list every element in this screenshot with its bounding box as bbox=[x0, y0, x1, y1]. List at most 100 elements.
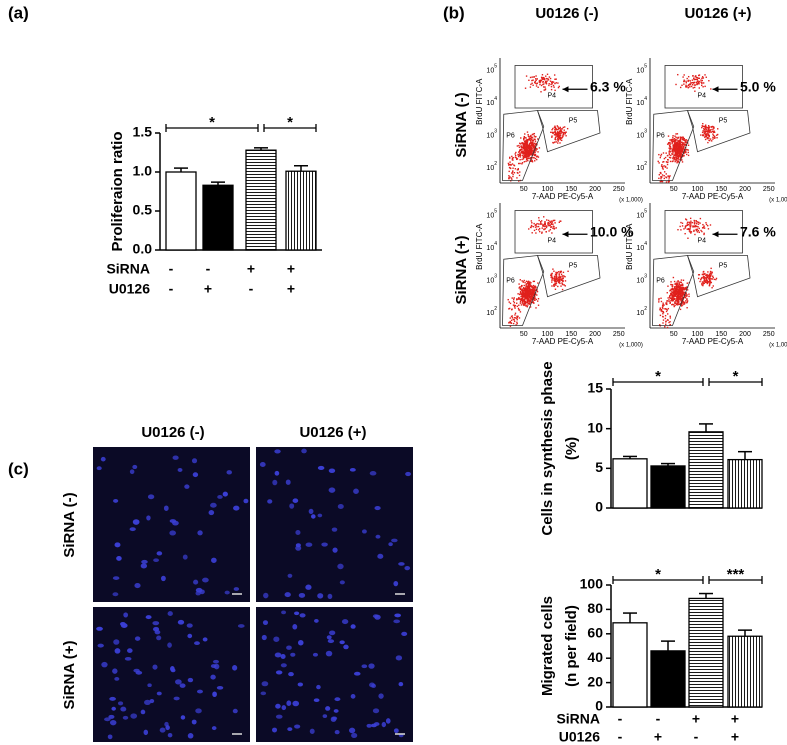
nucleus bbox=[147, 494, 155, 500]
event-dot bbox=[664, 165, 667, 168]
nucleus bbox=[274, 470, 280, 476]
event-dot bbox=[667, 307, 670, 310]
event-dot bbox=[557, 126, 559, 128]
event-dot bbox=[682, 279, 685, 281]
event-dot bbox=[708, 135, 711, 138]
event-dot bbox=[661, 167, 664, 169]
flow-x-tick-label: 250 bbox=[763, 186, 775, 193]
event-dot bbox=[676, 283, 679, 285]
nucleus bbox=[369, 471, 377, 476]
event-dot bbox=[690, 222, 692, 224]
event-dot bbox=[669, 143, 672, 145]
event-dot bbox=[512, 304, 515, 306]
condition-sign: + bbox=[654, 729, 662, 745]
tick-exponent: 2 bbox=[644, 306, 647, 312]
nucleus bbox=[167, 733, 173, 738]
nucleus bbox=[108, 714, 115, 719]
event-dot bbox=[510, 322, 513, 324]
event-dot bbox=[690, 85, 693, 88]
y-tick-label: 80 bbox=[587, 600, 603, 616]
event-dot bbox=[681, 292, 683, 294]
nucleus bbox=[391, 538, 398, 543]
nucleus bbox=[129, 469, 135, 475]
event-dot bbox=[523, 151, 525, 154]
nucleus bbox=[275, 714, 283, 719]
event-dot bbox=[534, 144, 537, 146]
event-dot bbox=[677, 151, 680, 154]
event-dot bbox=[535, 78, 537, 80]
nucleus bbox=[211, 726, 217, 731]
event-dot bbox=[523, 147, 525, 149]
event-dot bbox=[703, 282, 706, 284]
event-dot bbox=[532, 133, 534, 135]
event-dot bbox=[508, 166, 511, 169]
event-dot bbox=[680, 294, 682, 296]
event-dot bbox=[698, 83, 700, 85]
event-dot bbox=[679, 136, 681, 138]
event-dot bbox=[676, 302, 679, 305]
event-dot bbox=[528, 299, 530, 302]
condition-sign: - bbox=[169, 261, 174, 277]
event-dot bbox=[527, 135, 530, 137]
event-dot bbox=[666, 163, 669, 166]
event-dot bbox=[713, 131, 716, 133]
nucleus bbox=[159, 727, 166, 733]
event-dot bbox=[705, 279, 707, 282]
y-axis-label: Migrated cells bbox=[539, 596, 556, 696]
event-dot bbox=[676, 286, 679, 288]
event-dot bbox=[508, 308, 510, 310]
event-dot bbox=[538, 230, 541, 233]
event-dot bbox=[679, 298, 681, 300]
event-dot bbox=[669, 146, 672, 148]
event-dot bbox=[554, 125, 556, 127]
event-dot bbox=[551, 128, 553, 131]
event-dot bbox=[524, 292, 526, 294]
event-dot bbox=[515, 151, 517, 154]
event-dot bbox=[509, 302, 512, 305]
y-tick-label: 40 bbox=[587, 649, 603, 665]
event-dot bbox=[669, 289, 671, 292]
event-dot bbox=[699, 217, 702, 220]
tick-base: 10 bbox=[636, 165, 644, 172]
event-dot bbox=[548, 83, 550, 85]
condition-sign: + bbox=[204, 281, 212, 297]
event-dot bbox=[705, 274, 707, 276]
event-dot bbox=[675, 157, 677, 159]
event-dot bbox=[698, 77, 701, 80]
event-dot bbox=[513, 301, 516, 304]
event-dot bbox=[531, 152, 533, 155]
event-dot bbox=[528, 152, 530, 155]
nucleus bbox=[262, 620, 269, 626]
event-dot bbox=[676, 155, 679, 158]
event-dot bbox=[560, 139, 563, 142]
flow-x-unit: (x 1,000) bbox=[769, 198, 787, 204]
event-dot bbox=[539, 79, 542, 82]
event-dot bbox=[545, 225, 547, 227]
event-dot bbox=[551, 232, 553, 234]
event-dot bbox=[525, 146, 528, 149]
event-dot bbox=[555, 277, 558, 279]
event-dot bbox=[679, 140, 681, 142]
event-dot bbox=[686, 282, 689, 284]
event-dot bbox=[664, 314, 667, 317]
y-tick-label: 10 bbox=[587, 419, 603, 435]
event-dot bbox=[679, 154, 682, 156]
event-dot bbox=[658, 153, 660, 156]
event-dot bbox=[671, 292, 673, 294]
event-dot bbox=[682, 136, 684, 138]
event-dot bbox=[687, 79, 690, 82]
event-dot bbox=[673, 280, 676, 283]
event-dot bbox=[675, 136, 677, 139]
event-dot bbox=[549, 224, 551, 227]
event-dot bbox=[698, 82, 700, 84]
event-dot bbox=[554, 128, 556, 131]
event-dot bbox=[658, 174, 661, 176]
event-dot bbox=[535, 142, 538, 145]
event-dot bbox=[693, 230, 695, 232]
event-dot bbox=[685, 141, 687, 143]
event-dot bbox=[678, 292, 680, 294]
event-dot bbox=[517, 168, 519, 170]
event-dot bbox=[708, 283, 711, 285]
event-dot bbox=[703, 275, 705, 278]
